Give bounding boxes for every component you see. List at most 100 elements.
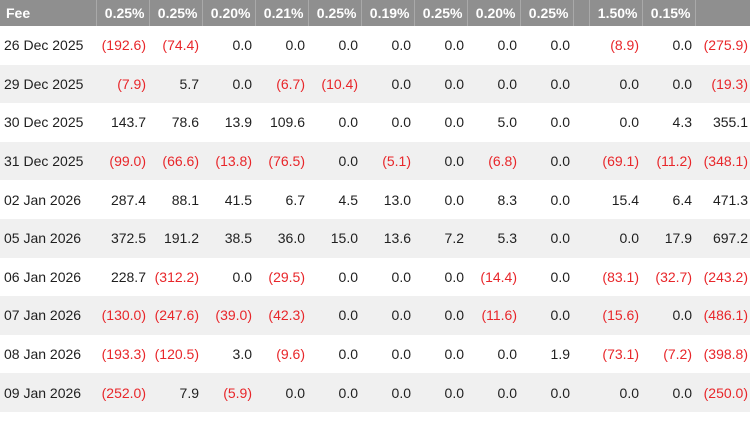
value-cell: 3.0 xyxy=(232,346,252,363)
value-cell: 0.0 xyxy=(232,75,252,92)
fund-flows-table: Fee 0.25% 0.25% 0.20% 0.21% 0.25% 0.19% … xyxy=(0,0,750,412)
value-cell: (120.5) xyxy=(154,346,199,363)
value-cell: 0.0 xyxy=(550,37,570,54)
table-row: 30 Dec 2025 143.7 78.6 13.9 109.6 0.0 0.0 0.0 5.… xyxy=(0,103,750,142)
value-cell: 0.0 xyxy=(444,384,464,401)
value-cell: (29.5) xyxy=(268,268,305,285)
column-header-fee-rate[interactable]: 0.20% xyxy=(467,0,521,26)
value-cell: 6.7 xyxy=(285,191,305,208)
value-cell: 0.0 xyxy=(619,114,639,131)
value-cell: (99.0) xyxy=(109,153,146,170)
column-header-fee-rate[interactable]: 0.25% xyxy=(149,0,203,26)
total-cell: (348.1) xyxy=(703,153,748,170)
spacer-cell xyxy=(573,65,589,104)
value-cell: 0.0 xyxy=(619,384,639,401)
value-cell: (9.6) xyxy=(276,346,305,363)
table-row: 07 Jan 2026 (130.0) (247.6) (39.0) (42.3) 0.0… xyxy=(0,296,750,335)
value-cell: (192.6) xyxy=(101,37,146,54)
value-cell: 287.4 xyxy=(110,191,146,208)
value-cell: 15.4 xyxy=(611,191,639,208)
value-cell: 0.0 xyxy=(444,346,464,363)
table-row: 31 Dec 2025 (99.0) (66.6) (13.8) (76.5) 0.0 (5… xyxy=(0,141,750,181)
date-cell: 06 Jan 2026 xyxy=(4,268,82,285)
value-cell: 0.0 xyxy=(672,75,692,92)
column-header-fee-rate[interactable]: 1.50% xyxy=(589,0,643,26)
column-header-fee-rate[interactable]: 0.25% xyxy=(96,0,150,26)
value-cell: 13.9 xyxy=(224,114,252,131)
column-header-fee-rate[interactable]: 0.15% xyxy=(642,0,696,26)
value-cell: (74.4) xyxy=(162,37,199,54)
date-cell: 31 Dec 2025 xyxy=(4,153,84,170)
value-cell: (312.2) xyxy=(154,268,199,285)
value-cell: (15.6) xyxy=(602,307,639,324)
value-cell: 15.0 xyxy=(330,230,358,247)
value-cell: 0.0 xyxy=(497,75,517,92)
value-cell: (73.1) xyxy=(602,346,639,363)
value-cell: 13.6 xyxy=(383,230,411,247)
date-cell: 07 Jan 2026 xyxy=(4,307,82,324)
value-cell: 0.0 xyxy=(550,307,570,324)
value-cell: (6.7) xyxy=(276,75,305,92)
value-cell: 0.0 xyxy=(338,268,358,285)
value-cell: 0.0 xyxy=(672,384,692,401)
value-cell: (83.1) xyxy=(602,268,639,285)
value-cell: 0.0 xyxy=(497,37,517,54)
value-cell: 0.0 xyxy=(444,268,464,285)
value-cell: 228.7 xyxy=(110,268,146,285)
value-cell: 5.0 xyxy=(497,114,517,131)
spacer-cell xyxy=(573,26,589,65)
total-cell: 471.3 xyxy=(712,191,748,208)
value-cell: 0.0 xyxy=(550,114,570,131)
date-cell: 02 Jan 2026 xyxy=(4,191,82,208)
value-cell: 0.0 xyxy=(338,114,358,131)
value-cell: (130.0) xyxy=(101,307,146,324)
column-header-total[interactable] xyxy=(695,0,750,26)
value-cell: (247.6) xyxy=(154,307,199,324)
column-header-fee-rate[interactable]: 0.25% xyxy=(414,0,468,26)
value-cell: 0.0 xyxy=(338,384,358,401)
value-cell: 143.7 xyxy=(110,114,146,131)
total-cell: (243.2) xyxy=(703,268,748,285)
column-header-spacer xyxy=(573,0,590,26)
value-cell: 0.0 xyxy=(550,75,570,92)
value-cell: 36.0 xyxy=(277,230,305,247)
value-cell: 0.0 xyxy=(550,191,570,208)
value-cell: (5.1) xyxy=(382,153,411,170)
value-cell: (5.9) xyxy=(223,384,252,401)
value-cell: 0.0 xyxy=(285,37,305,54)
value-cell: 0.0 xyxy=(550,230,570,247)
value-cell: 0.0 xyxy=(550,268,570,285)
value-cell: 17.9 xyxy=(664,230,692,247)
column-header-fee-rate[interactable]: 0.19% xyxy=(361,0,415,26)
value-cell: 0.0 xyxy=(391,384,411,401)
value-cell: 5.3 xyxy=(497,230,517,247)
spacer-cell xyxy=(573,296,589,335)
column-header-fee-rate[interactable]: 0.20% xyxy=(202,0,256,26)
date-cell: 05 Jan 2026 xyxy=(4,230,82,247)
value-cell: (6.8) xyxy=(488,153,517,170)
value-cell: 0.0 xyxy=(391,307,411,324)
column-header-fee[interactable]: Fee xyxy=(0,0,97,26)
value-cell: 0.0 xyxy=(497,346,517,363)
value-cell: 0.0 xyxy=(444,153,464,170)
value-cell: (32.7) xyxy=(655,268,692,285)
column-header-fee-rate[interactable]: 0.21% xyxy=(255,0,309,26)
value-cell: (39.0) xyxy=(215,307,252,324)
value-cell: 0.0 xyxy=(550,153,570,170)
value-cell: (69.1) xyxy=(602,153,639,170)
value-cell: 5.7 xyxy=(179,75,199,92)
value-cell: 8.3 xyxy=(497,191,517,208)
table-row: 29 Dec 2025 (7.9) 5.7 0.0 (6.7) (10.4) 0.0 0.0 0… xyxy=(0,64,750,104)
value-cell: 88.1 xyxy=(171,191,199,208)
value-cell: (7.9) xyxy=(117,75,146,92)
value-cell: (11.2) xyxy=(656,153,692,170)
value-cell: 7.9 xyxy=(179,384,199,401)
column-header-fee-rate[interactable]: 0.25% xyxy=(308,0,362,26)
value-cell: 0.0 xyxy=(444,191,464,208)
spacer-cell xyxy=(573,219,589,258)
value-cell: (76.5) xyxy=(268,153,305,170)
value-cell: 0.0 xyxy=(391,75,411,92)
date-cell: 08 Jan 2026 xyxy=(4,346,82,363)
column-header-fee-rate[interactable]: 0.25% xyxy=(520,0,574,26)
